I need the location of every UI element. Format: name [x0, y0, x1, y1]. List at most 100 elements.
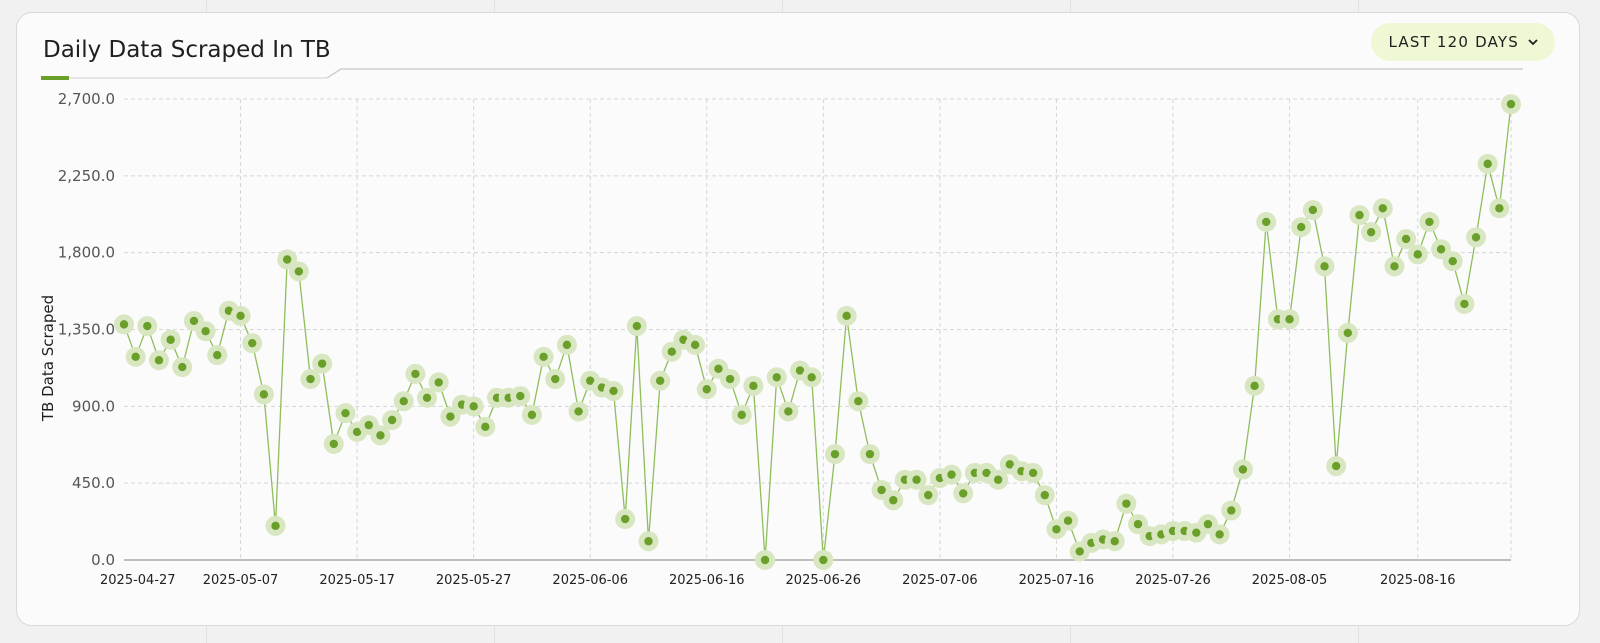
title-accent-bar: [41, 76, 69, 80]
data-point[interactable]: [988, 469, 1009, 490]
data-point[interactable]: [463, 396, 484, 417]
date-range-dropdown[interactable]: LAST 120 DAYS: [1370, 23, 1555, 61]
data-point[interactable]: [1396, 229, 1417, 250]
data-point[interactable]: [720, 369, 741, 390]
data-point[interactable]: [1314, 256, 1335, 277]
data-point[interactable]: [848, 391, 869, 412]
data-point-marker: [446, 412, 455, 421]
data-point[interactable]: [253, 384, 274, 405]
y-tick-label: 1,800.0: [58, 244, 115, 262]
data-point-marker: [341, 408, 350, 418]
data-point[interactable]: [521, 404, 542, 425]
data-point[interactable]: [778, 401, 799, 422]
data-point[interactable]: [533, 346, 554, 367]
data-point-marker: [1436, 245, 1446, 254]
data-point[interactable]: [148, 350, 169, 371]
data-point[interactable]: [288, 261, 309, 282]
data-point[interactable]: [370, 425, 391, 446]
data-point-marker: [1133, 519, 1143, 529]
data-point[interactable]: [137, 316, 158, 337]
data-point[interactable]: [1361, 222, 1382, 243]
data-point[interactable]: [556, 334, 577, 355]
data-point[interactable]: [335, 403, 356, 424]
data-point[interactable]: [1337, 322, 1358, 343]
data-point[interactable]: [1407, 244, 1428, 265]
data-point[interactable]: [114, 314, 134, 335]
data-point[interactable]: [1466, 227, 1487, 248]
data-point[interactable]: [685, 334, 706, 355]
x-tick-label: 2025-05-27: [436, 573, 512, 588]
data-point[interactable]: [1489, 198, 1510, 219]
data-point[interactable]: [1104, 531, 1125, 552]
data-point[interactable]: [1232, 459, 1253, 480]
data-point[interactable]: [510, 386, 531, 407]
data-point[interactable]: [696, 379, 717, 400]
data-point[interactable]: [626, 316, 647, 337]
data-point[interactable]: [1209, 524, 1230, 545]
data-point[interactable]: [207, 345, 228, 366]
data-point[interactable]: [731, 404, 752, 425]
data-point[interactable]: [172, 357, 193, 378]
data-point-marker: [586, 376, 595, 385]
data-point[interactable]: [230, 305, 251, 326]
data-point[interactable]: [1454, 293, 1475, 314]
data-point[interactable]: [475, 416, 496, 437]
data-point[interactable]: [568, 401, 589, 422]
data-point[interactable]: [1326, 456, 1347, 477]
data-point-marker: [224, 306, 234, 315]
data-point[interactable]: [766, 367, 787, 388]
data-point[interactable]: [813, 550, 834, 570]
data-point[interactable]: [755, 550, 776, 570]
data-point[interactable]: [1372, 198, 1393, 219]
data-point-marker: [1192, 528, 1201, 537]
data-point[interactable]: [160, 329, 181, 350]
data-point[interactable]: [615, 509, 636, 530]
data-point[interactable]: [195, 321, 216, 342]
data-point[interactable]: [650, 370, 671, 391]
data-point[interactable]: [1256, 211, 1277, 232]
data-point[interactable]: [906, 469, 927, 490]
data-point[interactable]: [265, 515, 286, 536]
data-point[interactable]: [1058, 510, 1079, 531]
data-point[interactable]: [883, 490, 904, 511]
data-point[interactable]: [1244, 375, 1265, 396]
data-point[interactable]: [1034, 485, 1055, 506]
data-point[interactable]: [836, 305, 857, 326]
data-point[interactable]: [428, 372, 449, 393]
data-point[interactable]: [859, 444, 880, 465]
x-tick-label: 2025-08-16: [1380, 573, 1456, 588]
data-point[interactable]: [1291, 217, 1312, 238]
data-point[interactable]: [405, 363, 426, 384]
data-point[interactable]: [1384, 256, 1405, 277]
data-point[interactable]: [1442, 251, 1463, 272]
data-point[interactable]: [545, 369, 566, 390]
data-point[interactable]: [382, 409, 403, 430]
x-tick-label: 2025-04-27: [100, 573, 176, 588]
data-point[interactable]: [242, 333, 263, 354]
data-point[interactable]: [312, 353, 333, 374]
data-point[interactable]: [300, 369, 321, 390]
data-point[interactable]: [603, 380, 624, 401]
data-point[interactable]: [1023, 462, 1044, 483]
data-point[interactable]: [1302, 199, 1323, 220]
chevron-down-icon: [1528, 39, 1538, 46]
data-point[interactable]: [1349, 205, 1370, 226]
data-point[interactable]: [393, 391, 414, 412]
data-point-marker: [679, 335, 688, 344]
data-point[interactable]: [1116, 493, 1137, 514]
data-point[interactable]: [953, 483, 974, 504]
data-point[interactable]: [1221, 500, 1242, 521]
data-point[interactable]: [1419, 211, 1440, 232]
data-point[interactable]: [323, 433, 344, 454]
data-point[interactable]: [417, 387, 438, 408]
data-point[interactable]: [801, 367, 822, 388]
data-point[interactable]: [918, 485, 939, 506]
data-point[interactable]: [638, 531, 659, 552]
data-point[interactable]: [1501, 94, 1521, 115]
data-point[interactable]: [1279, 309, 1300, 330]
data-point[interactable]: [125, 346, 146, 367]
data-point[interactable]: [824, 444, 845, 465]
data-point[interactable]: [941, 464, 962, 485]
data-point[interactable]: [743, 375, 764, 396]
data-point[interactable]: [1477, 153, 1498, 174]
